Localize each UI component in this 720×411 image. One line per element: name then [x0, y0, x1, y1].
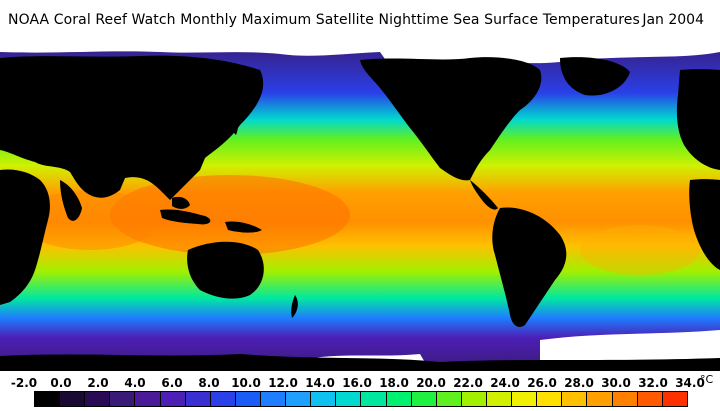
legend-swatch	[411, 392, 437, 406]
legend-tick: 20.0	[416, 376, 446, 390]
land-new-guinea	[225, 221, 262, 233]
legend-swatch	[386, 392, 412, 406]
legend-swatch	[486, 392, 513, 406]
land-borneo	[172, 196, 190, 209]
legend-swatch	[587, 392, 613, 406]
legend-tick: 30.0	[601, 376, 631, 390]
land-africa-west	[689, 179, 720, 270]
land-greenland	[560, 57, 630, 96]
legend-swatch	[512, 392, 538, 406]
land-south-america	[492, 207, 567, 327]
land-eurasia	[0, 55, 264, 201]
legend-tick: 4.0	[124, 376, 146, 390]
land-north-america	[360, 57, 542, 181]
legend-tick: 26.0	[527, 376, 557, 390]
legend-swatch	[235, 392, 261, 406]
legend-tick: 16.0	[342, 376, 372, 390]
legend-swatch	[260, 392, 287, 406]
land-new-zealand	[291, 295, 298, 318]
land-australia	[187, 241, 264, 299]
legend-tick: 8.0	[198, 376, 220, 390]
legend-swatch	[612, 392, 638, 406]
title-bar: NOAA Coral Reef Watch Monthly Maximum Sa…	[0, 0, 720, 40]
warm-pool-indian-ocean	[20, 190, 160, 250]
legend-swatch	[210, 392, 236, 406]
legend-tick: -2.0	[10, 376, 38, 390]
legend-swatch	[60, 392, 86, 406]
legend-unit: °C	[700, 373, 714, 386]
legend-swatch	[537, 392, 563, 406]
map-date: Jan 2004	[642, 12, 704, 28]
land-antarctica	[0, 354, 720, 371]
legend-tick: 18.0	[379, 376, 409, 390]
legend-swatch	[637, 392, 663, 406]
legend-swatch	[562, 392, 588, 406]
legend-tick: 0.0	[50, 376, 72, 390]
land-japan	[231, 110, 239, 135]
legend-tick: 24.0	[490, 376, 520, 390]
sea-ice-arctic	[0, 40, 720, 66]
legend-swatch	[662, 392, 687, 406]
legend-tick: 22.0	[453, 376, 483, 390]
legend-swatch	[436, 392, 462, 406]
legend-swatch	[185, 392, 211, 406]
legend-tick: 10.0	[231, 376, 261, 390]
legend-swatches	[34, 391, 688, 407]
land-africa	[0, 169, 50, 305]
legend-swatch	[336, 392, 362, 406]
warm-pool-south-atlantic	[580, 225, 700, 275]
legend-swatch	[311, 392, 337, 406]
legend-swatch	[35, 392, 61, 406]
legend-tick: 2.0	[87, 376, 109, 390]
legend-swatch	[135, 392, 161, 406]
land-indonesia	[160, 209, 211, 225]
legend-tick: 28.0	[564, 376, 594, 390]
land-europe-west	[676, 69, 720, 170]
land-masses	[0, 55, 720, 371]
legend-tick: 34.0	[675, 376, 705, 390]
legend-swatch	[85, 392, 111, 406]
color-legend: -2.0 0.0 2.0 4.0 6.0 8.0 10.0 12.0 14.0 16.0 18.0 2…	[0, 371, 720, 411]
sst-map	[0, 40, 720, 371]
map-title: NOAA Coral Reef Watch Monthly Maximum Sa…	[8, 12, 640, 28]
legend-tick: 6.0	[161, 376, 183, 390]
legend-swatch	[110, 392, 136, 406]
legend-tick: 32.0	[638, 376, 668, 390]
legend-swatch	[286, 392, 312, 406]
legend-tick: 14.0	[305, 376, 335, 390]
land-central-america	[470, 180, 498, 210]
legend-tick: 12.0	[268, 376, 298, 390]
legend-swatch	[160, 392, 186, 406]
land-india	[60, 180, 82, 221]
legend-swatch	[461, 392, 487, 406]
legend-swatch	[361, 392, 387, 406]
